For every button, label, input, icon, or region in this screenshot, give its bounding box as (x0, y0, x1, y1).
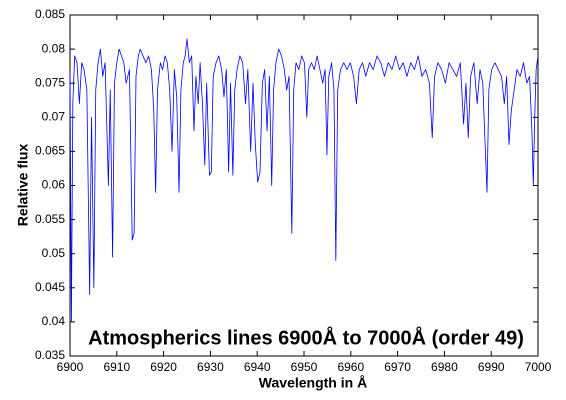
x-tick-label: 6930 (197, 360, 224, 374)
x-tick-label: 7000 (525, 360, 552, 374)
x-tick-label: 6960 (337, 360, 364, 374)
x-axis-label: Wavelength in Å (259, 375, 367, 391)
x-tick-label: 6980 (431, 360, 458, 374)
y-axis-label: Relative flux (15, 144, 31, 227)
x-tick-label: 6970 (384, 360, 411, 374)
y-tick-label: 0.07 (42, 109, 66, 123)
y-tick-label: 0.04 (42, 314, 66, 328)
y-tick-label: 0.06 (42, 178, 66, 192)
x-tick-label: 6910 (103, 360, 130, 374)
x-tick-label: 6950 (291, 360, 318, 374)
x-tick-label: 6940 (244, 360, 271, 374)
y-tick-label: 0.055 (35, 212, 65, 226)
y-tick-label: 0.065 (35, 144, 65, 158)
x-tick-label: 6900 (57, 360, 84, 374)
annotation: Atmospherics lines 6900Å to 7000Å (order… (88, 325, 524, 349)
spectrum-line (69, 38, 539, 323)
y-tick-label: 0.045 (35, 280, 65, 294)
y-tick-label: 0.08 (42, 41, 66, 55)
x-tick-label: 6990 (478, 360, 505, 374)
y-tick-label: 0.05 (42, 246, 66, 260)
y-tick-label: 0.085 (35, 7, 65, 21)
plot-frame (69, 14, 539, 357)
y-tick-label: 0.035 (35, 348, 65, 362)
x-tick-label: 6920 (150, 360, 177, 374)
y-tick-label: 0.075 (35, 75, 65, 89)
